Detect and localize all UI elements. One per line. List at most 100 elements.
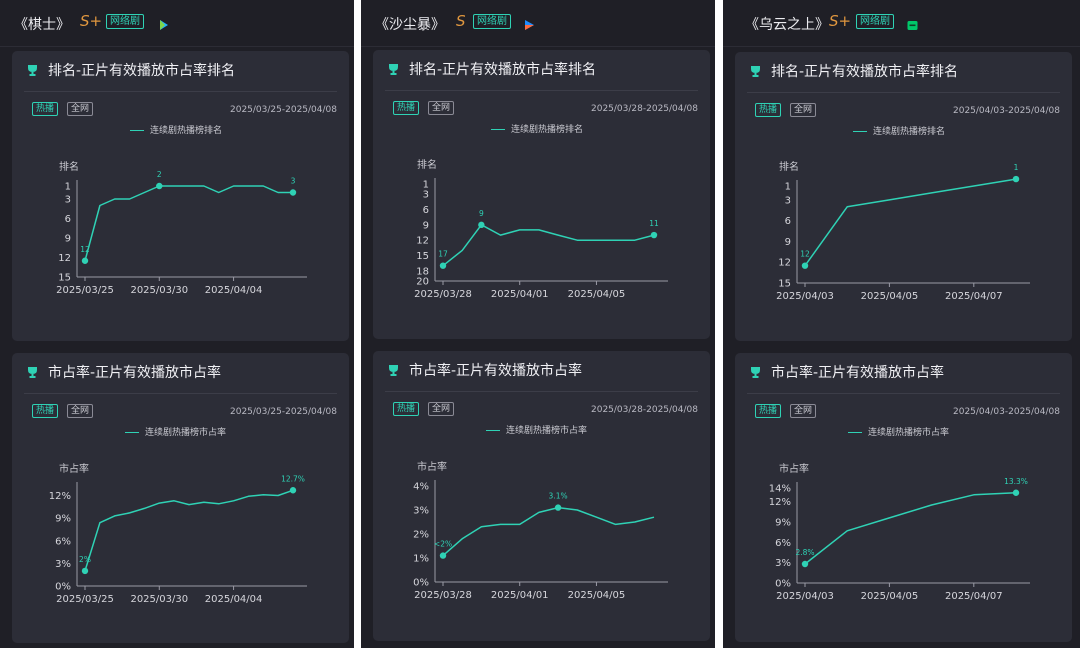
y-tick-label: 3	[785, 195, 791, 206]
x-tick-label: 2025/04/03	[776, 591, 834, 602]
y-tick-label: 15	[416, 251, 429, 262]
legend-label: 连续剧热播榜排名	[511, 125, 584, 135]
x-tick-label: 2025/04/05	[861, 591, 919, 602]
y-tick-label: 6%	[775, 538, 791, 549]
card-title: 排名-正片有效播放市占率排名	[48, 63, 236, 79]
y-tick-label: 0%	[413, 578, 429, 589]
x-tick-label: 2025/03/25	[56, 285, 114, 296]
y-tick-label: 18	[416, 266, 429, 277]
hot-filter-pill[interactable]: 热播	[32, 102, 59, 116]
card-title: 市占率-正片有效播放市占率	[409, 363, 583, 379]
all-network-pill[interactable]: 全网	[790, 103, 817, 117]
x-tick-label: 2025/03/25	[56, 594, 114, 605]
y-tick-label: 1	[785, 182, 791, 193]
all-network-pill[interactable]: 全网	[67, 102, 94, 116]
card-title: 排名-正片有效播放市占率排名	[409, 62, 597, 78]
hot-filter-pill[interactable]: 热播	[393, 101, 420, 115]
all-network-pill[interactable]: 全网	[67, 404, 94, 418]
youku-icon	[523, 16, 535, 35]
share-card: 市占率-正片有效播放市占率 热播 全网 2025/04/03-2025/04/0…	[735, 353, 1072, 642]
show-title: 《沙尘暴》	[375, 17, 445, 33]
y-tick-label: 1	[65, 182, 71, 193]
series-line	[804, 492, 1017, 565]
data-label: 17	[438, 250, 448, 259]
share-chart: 市占率 0% 3% 6% 9% 12% 14% 2025/04/03 2025/04/05 202…	[769, 462, 1030, 602]
y-tick-label: 6	[785, 216, 791, 227]
card-title: 排名-正片有效播放市占率排名	[771, 64, 959, 80]
y-tick-label: 6	[65, 214, 71, 225]
hot-filter-pill[interactable]: 热播	[755, 103, 782, 117]
y-tick-label: 6	[423, 205, 429, 216]
legend: 连续剧热播榜市占率	[486, 423, 587, 436]
data-point	[289, 487, 297, 494]
y-axis-title: 市占率	[417, 460, 447, 473]
share-card: 市占率-正片有效播放市占率 热播 全网 2025/03/25-2025/04/0…	[12, 353, 349, 643]
hot-filter-pill[interactable]: 热播	[755, 404, 782, 418]
y-tick-label: 1	[423, 180, 429, 191]
date-range: 2025/03/28-2025/04/08	[591, 405, 698, 415]
all-network-pill[interactable]: 全网	[428, 101, 455, 115]
data-label: 1	[1014, 163, 1019, 172]
iqiyi-icon	[907, 16, 918, 35]
y-tick-label: 9%	[775, 517, 791, 528]
data-label: 13.3%	[1004, 477, 1028, 486]
divider	[385, 391, 698, 392]
data-label: 3.1%	[549, 492, 568, 501]
show-title: 《棋士》	[14, 17, 70, 33]
legend-label: 连续剧热播榜市占率	[868, 428, 950, 438]
trophy-icon	[749, 63, 762, 82]
x-tick-label: 2025/04/03	[776, 291, 834, 302]
share-chart: 市占率 0% 1% 2% 3% 4% 2025/03/28 2025/04/01 2025/04…	[413, 460, 668, 601]
all-network-pill[interactable]: 全网	[790, 404, 817, 418]
show-column-wuyunzhishang: 《乌云之上》 S+ 网络剧 排名-正片有效播放市占率排名 热播 全网 2025/…	[723, 0, 1080, 648]
y-tick-label: 0%	[775, 579, 791, 590]
y-tick-label: 15	[58, 273, 71, 284]
data-label: 2%	[79, 555, 91, 564]
y-tick-label: 9	[65, 234, 71, 245]
x-tick-label: 2025/04/04	[205, 285, 263, 296]
date-range: 2025/04/03-2025/04/08	[953, 106, 1060, 116]
x-tick-label: 2025/03/30	[130, 285, 188, 296]
divider	[24, 393, 337, 394]
series-line	[442, 506, 655, 557]
y-tick-label: 12%	[49, 491, 71, 502]
date-range: 2025/03/25-2025/04/08	[230, 105, 337, 115]
trophy-icon	[387, 61, 400, 80]
rank-card: 排名-正片有效播放市占率排名 热播 全网 2025/03/25-2025/04/…	[12, 51, 349, 341]
x-tick-label: 2025/04/07	[945, 591, 1003, 602]
hot-filter-pill[interactable]: 热播	[393, 402, 420, 416]
data-point	[81, 257, 89, 264]
data-label: 11	[649, 219, 659, 228]
x-tick-label: 2025/04/01	[491, 590, 549, 601]
data-label: 12	[800, 250, 810, 259]
y-tick-label: 2%	[413, 530, 429, 541]
y-tick-label: 3%	[775, 558, 791, 569]
data-point	[801, 560, 809, 568]
data-label: 12.7%	[281, 474, 305, 483]
show-column-shachenbao: 《沙尘暴》 S 网络剧 排名-正片有效播放市占率排名 热播 全网 2025/03…	[361, 0, 715, 648]
divider	[747, 92, 1060, 93]
data-point	[478, 221, 485, 229]
data-point	[554, 504, 562, 511]
legend: 连续剧热播榜市占率	[125, 425, 226, 438]
divider	[24, 91, 337, 92]
legend: 连续剧热播榜排名	[491, 122, 583, 135]
x-tick-label: 2025/04/05	[568, 289, 626, 300]
data-point	[650, 231, 658, 239]
date-range: 2025/04/03-2025/04/08	[953, 407, 1060, 417]
tencent-video-icon	[157, 16, 169, 35]
hot-filter-pill[interactable]: 热播	[32, 404, 59, 418]
series-line	[804, 178, 1017, 267]
data-point	[801, 262, 809, 269]
data-point	[1012, 175, 1020, 183]
x-tick-label: 2025/04/07	[945, 291, 1003, 302]
legend-label: 连续剧热播榜排名	[873, 127, 946, 137]
all-network-pill[interactable]: 全网	[428, 402, 455, 416]
divider	[747, 393, 1060, 394]
data-point	[439, 262, 447, 269]
date-range: 2025/03/28-2025/04/08	[591, 104, 698, 114]
x-tick-label: 2025/03/28	[414, 590, 472, 601]
data-point	[289, 189, 297, 196]
